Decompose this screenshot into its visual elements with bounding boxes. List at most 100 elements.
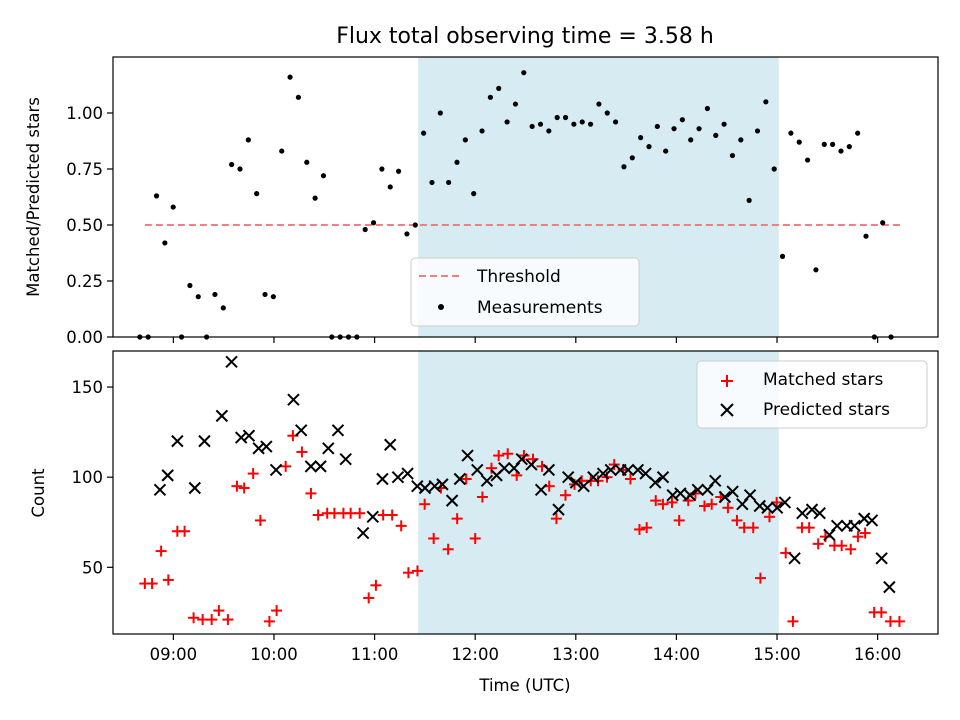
predicted-point	[761, 501, 774, 515]
predicted-point	[649, 476, 662, 489]
legend-measurements-label: Measurements	[477, 298, 603, 318]
measurement-point	[370, 220, 377, 226]
measurement-point	[804, 157, 811, 163]
measurement-point	[621, 164, 627, 170]
predicted-point	[674, 487, 687, 500]
measurement-point	[779, 253, 786, 259]
measurement-point	[604, 110, 610, 116]
top-legend: Threshold Measurements	[410, 257, 640, 327]
matched-point	[370, 579, 382, 591]
measurement-point	[596, 101, 602, 107]
matched-point	[179, 525, 191, 537]
matched-point	[146, 578, 158, 590]
measurement-point	[512, 101, 519, 107]
measurement-point	[838, 148, 844, 154]
matched-point	[698, 500, 710, 512]
top-ytick-label: 0.00	[66, 328, 103, 347]
measurement-point	[688, 137, 694, 143]
matched-point	[162, 574, 174, 586]
matched-point	[650, 495, 662, 507]
predicted-point	[631, 463, 645, 477]
top-ytick-label: 0.50	[66, 216, 103, 235]
measurement-point	[554, 114, 560, 121]
measurement-point	[504, 119, 510, 125]
predicted-point	[796, 507, 809, 520]
matched-point	[859, 527, 871, 539]
xtick-label: 12:00	[451, 645, 499, 664]
bottom-ytick-label: 100	[72, 468, 104, 487]
measurement-point	[462, 137, 468, 143]
measurement-point	[679, 117, 685, 123]
predicted-point	[198, 434, 211, 448]
measurement-point	[696, 126, 702, 132]
matched-point	[386, 509, 398, 521]
predicted-point	[480, 474, 494, 487]
measurement-point	[821, 141, 827, 147]
matched-point	[280, 460, 292, 472]
measurement-point	[245, 137, 251, 143]
x-axis-label: Time (UTC)	[478, 676, 570, 695]
top-ytick-label: 0.75	[66, 160, 103, 179]
matched-point	[875, 606, 887, 618]
predicted-point	[656, 470, 670, 484]
measurement-point	[412, 222, 418, 228]
measurement-point	[270, 294, 276, 300]
predicted-point	[788, 552, 801, 565]
xtick-label: 11:00	[351, 645, 399, 664]
predicted-point	[552, 503, 565, 516]
predicted-point	[356, 526, 370, 540]
matched-point	[812, 538, 824, 550]
predicted-point	[865, 514, 879, 527]
measurement-point	[529, 123, 535, 130]
bottom-yticks: 50 100 150	[72, 378, 113, 577]
bottom-legend: Matched stars Predicted stars	[696, 360, 928, 429]
predicted-point	[805, 503, 819, 516]
legend-predicted-swatch	[720, 403, 734, 417]
measurement-point	[395, 168, 402, 174]
measurement-point	[471, 191, 477, 197]
predicted-point	[718, 490, 732, 504]
matched-point	[893, 615, 905, 627]
matched-point	[206, 614, 218, 626]
predicted-point	[515, 452, 528, 466]
measurement-point	[729, 152, 736, 159]
matched-point	[706, 498, 718, 510]
predicted-point	[445, 494, 459, 507]
measurement-point	[254, 191, 260, 197]
matched-point	[641, 522, 653, 534]
measurement-point	[304, 159, 310, 165]
measurement-point	[746, 197, 752, 203]
matched-point	[747, 522, 759, 534]
top-ytick-label: 1.00	[66, 104, 103, 123]
measurement-point	[170, 204, 176, 210]
measurement-point	[446, 179, 452, 186]
measurement-point	[387, 184, 393, 190]
matched-point	[247, 468, 259, 480]
matched-point	[254, 514, 266, 526]
legend-matched-swatch	[721, 375, 733, 387]
top-marks	[137, 70, 902, 340]
predicted-point	[215, 409, 229, 423]
matched-point	[238, 482, 250, 494]
bottom-ytick-label: 50	[82, 558, 103, 577]
measurement-point	[496, 85, 502, 91]
measurement-point	[279, 148, 285, 154]
predicted-point	[621, 463, 635, 477]
measurement-point	[587, 121, 594, 127]
matched-point	[419, 498, 431, 510]
predicted-point	[813, 507, 826, 520]
matched-point	[213, 605, 225, 617]
predicted-point	[287, 393, 300, 406]
measurement-point	[404, 231, 410, 237]
bottom-axes-frame	[112, 350, 939, 635]
predicted-point	[577, 479, 590, 493]
matched-point	[803, 522, 815, 534]
predicted-point	[418, 481, 432, 495]
legend-predicted-label: Predicted stars	[763, 400, 890, 420]
predicted-point	[883, 580, 896, 594]
measurement-point	[320, 173, 327, 179]
predicted-point	[848, 519, 861, 533]
matched-point	[624, 473, 636, 485]
predicted-point	[525, 458, 538, 471]
measurement-point	[237, 166, 243, 172]
